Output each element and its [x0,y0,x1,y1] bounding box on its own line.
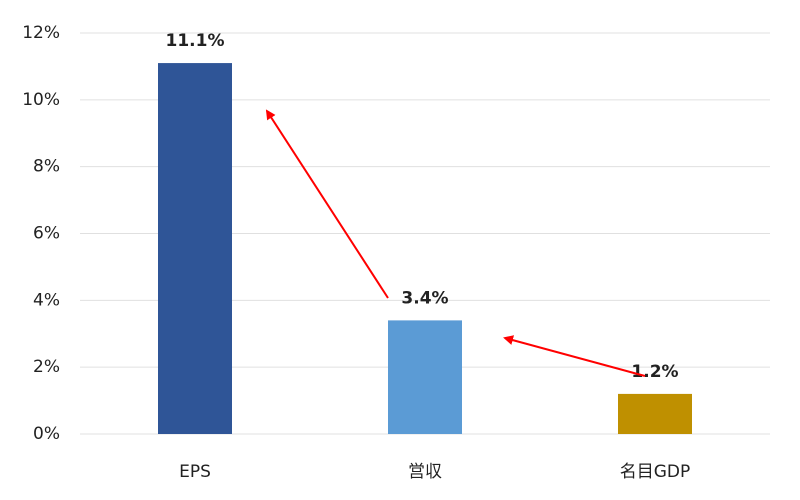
arrow [265,109,389,299]
y-tick-label: 12% [22,23,60,43]
y-tick-label: 10% [22,90,60,110]
bar [618,393,692,434]
bar [158,63,232,434]
x-tick-label: 営収 [408,462,442,482]
y-tick-label: 6% [33,224,60,244]
y-tick-label: 8% [33,157,60,177]
plot: 0% 2% 4% 6% 8% 10% 12% EPS 11.1% 営収 3.4% 名目GDP 1.2% [22,23,770,482]
y-tick-label: 4% [33,290,60,310]
value-label: 1.2% [631,362,678,382]
value-label: 3.4% [401,288,448,308]
bar [388,320,462,434]
y-tick-label: 2% [33,357,60,377]
y-tick-label: 0% [33,424,60,444]
x-tick-label: EPS [179,462,211,482]
arrow [503,335,646,377]
x-tick-label: 名目GDP [620,462,691,482]
value-label: 11.1% [166,31,225,51]
